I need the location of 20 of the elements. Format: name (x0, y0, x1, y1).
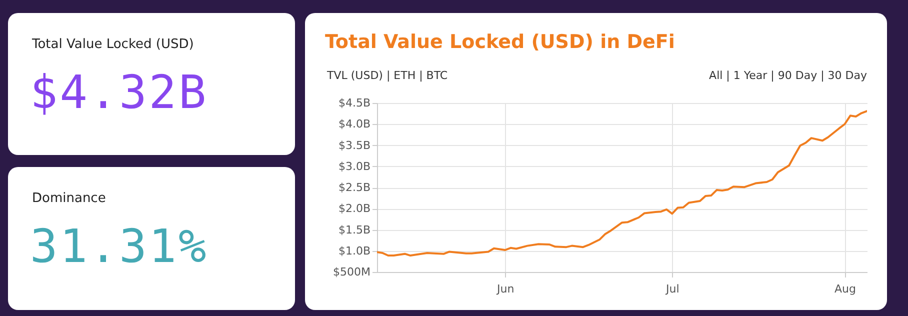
y-tick-label: $2.0B (338, 202, 370, 216)
text: All | 1 Year | 90 Day | 30 Day (709, 69, 867, 82)
y-tick-label: $1.5B (338, 223, 370, 236)
y-tick-label: $3.5B (338, 138, 370, 152)
line-series (377, 110, 867, 257)
text: TVL (USD) | ETH | BTC (327, 69, 448, 82)
y-tick-label: $1.0B (338, 244, 370, 258)
text: Dominance (32, 191, 106, 206)
text: $4.32B (30, 65, 208, 119)
x-tick-label: Jul (664, 282, 680, 296)
y-tick-label: $500M (333, 266, 370, 278)
text: Total Value Locked (USD) (32, 37, 194, 52)
y-tick-label: $4.5B (338, 96, 370, 110)
chart-title: Total Value Locked (USD) in DeFi (325, 31, 675, 53)
x-tick-label: Aug (834, 282, 856, 296)
y-tick-label: $4.0B (338, 118, 370, 131)
y-tick-label: $3.0B (338, 160, 370, 173)
y-tick-label: $2.5B (338, 181, 370, 194)
x-tick-label: Jun (496, 282, 514, 296)
text: 31.31% (30, 219, 208, 273)
